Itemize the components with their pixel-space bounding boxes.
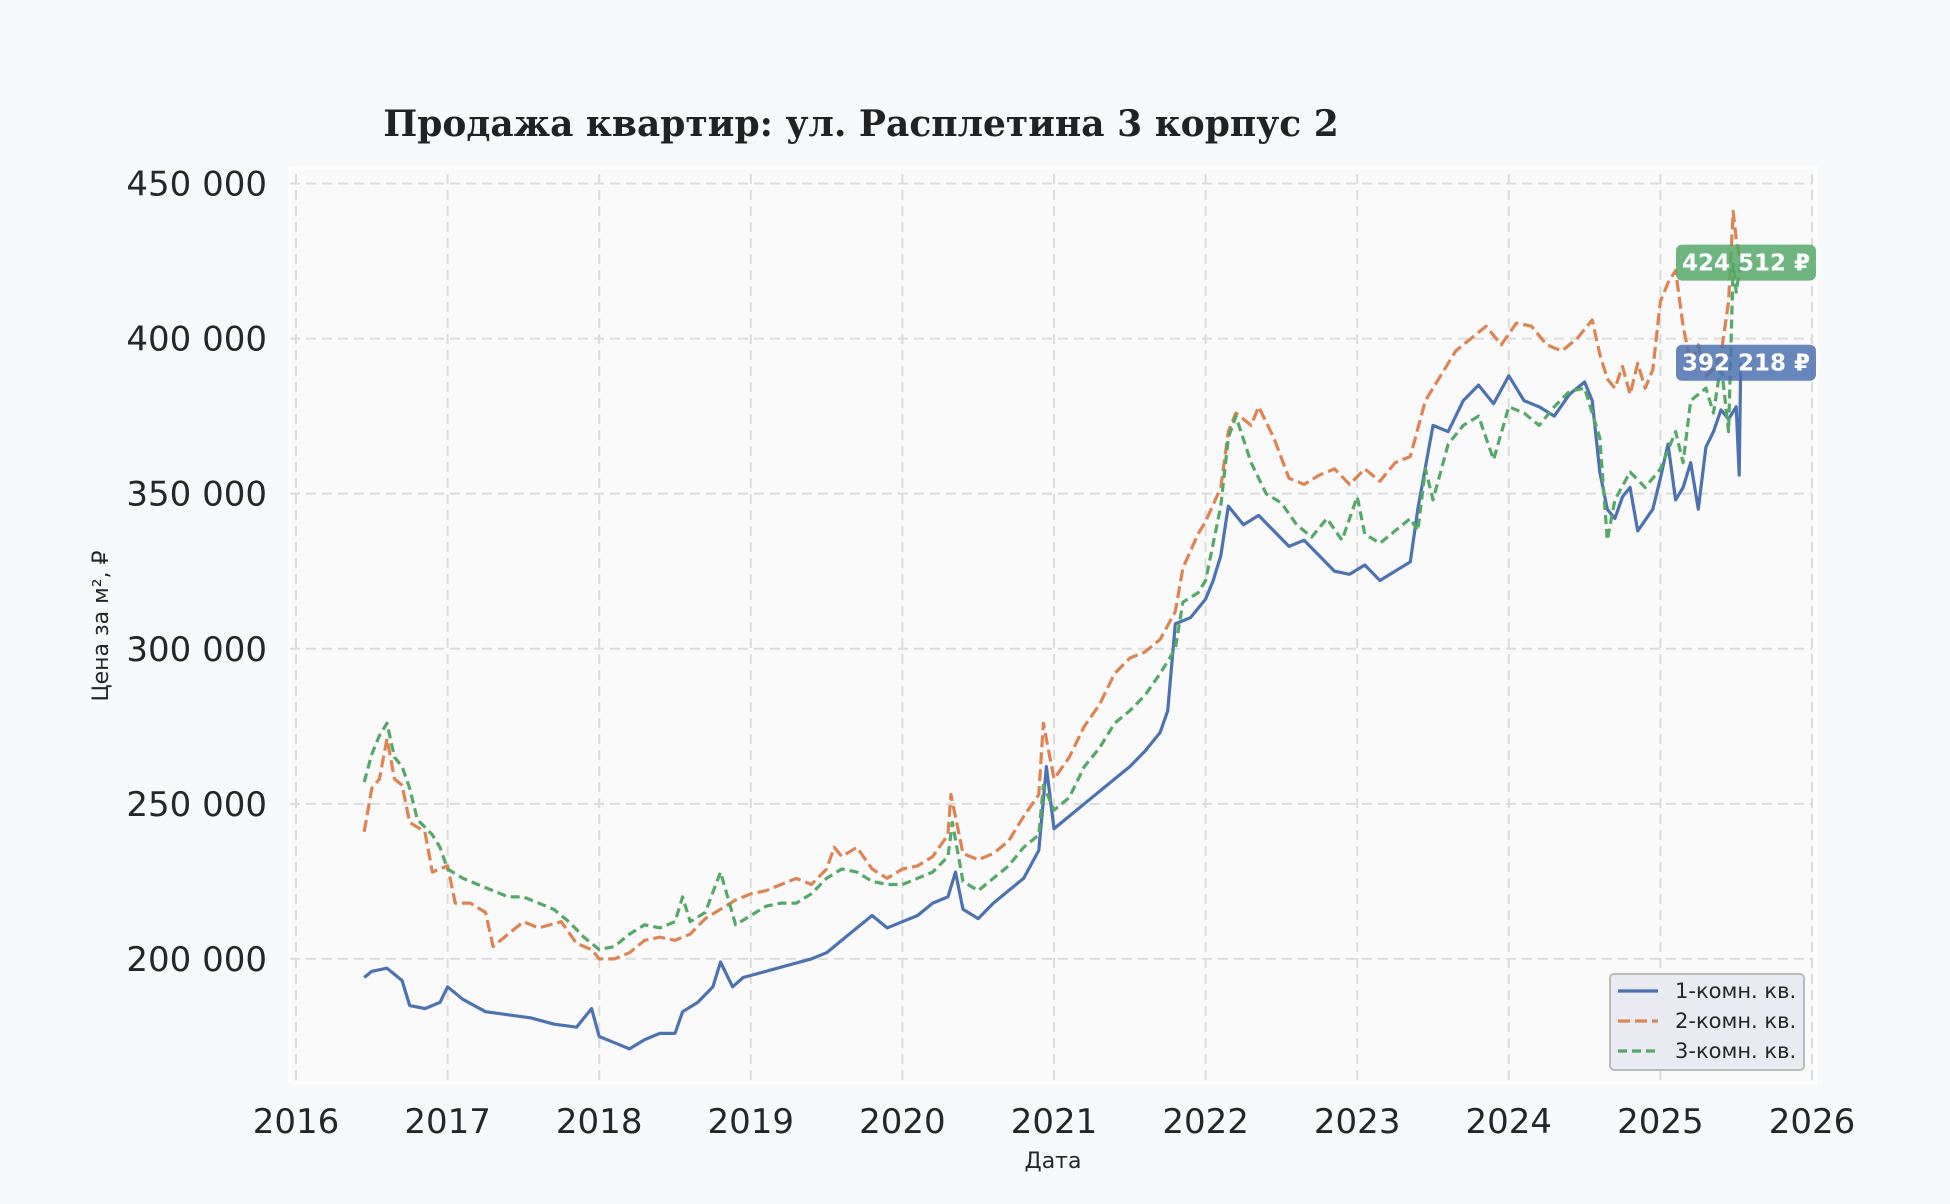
legend: 1-комн. кв. 2-комн. кв. 3-комн. кв. (1609, 973, 1805, 1071)
x-tick-label: 2022 (1162, 1102, 1249, 1142)
x-tick-label: 2016 (253, 1102, 340, 1142)
grid (290, 174, 1813, 1083)
legend-label-2: 2-комн. кв. (1675, 1009, 1796, 1033)
series-lines (362, 209, 1743, 1051)
x-tick-label: 2023 (1314, 1102, 1401, 1142)
legend-label-3: 3-комн. кв. (1675, 1039, 1796, 1063)
x-tick-label: 2026 (1769, 1102, 1856, 1142)
legend-box (1609, 973, 1805, 1071)
legend-label-1: 1-комн. кв. (1675, 979, 1796, 1003)
x-axis-label: Дата (1025, 1149, 1082, 1174)
x-tick-label: 2024 (1466, 1102, 1553, 1142)
y-tick-label: 400 000 (126, 320, 267, 360)
value-badge (1676, 344, 1816, 381)
x-tick-label: 2020 (859, 1102, 946, 1142)
x-tick-label: 2019 (708, 1102, 795, 1142)
value-badge-text: 424 512 ₽ (1682, 251, 1810, 277)
series-line-1 (363, 362, 1743, 1051)
x-tick-label: 2025 (1617, 1102, 1704, 1142)
x-tick-label: 2017 (404, 1102, 491, 1142)
chart-title: Продажа квартир: ул. Расплетина 3 корпус… (383, 103, 1339, 145)
y-tick-label: 200 000 (126, 940, 267, 980)
x-tick-label: 2018 (556, 1102, 643, 1142)
tick-labels: 2016 2017 2018 2019 2020 2021 2022 2023 2024 2025… (126, 165, 1855, 1142)
series-line-2 (362, 209, 1743, 961)
y-tick-label: 350 000 (126, 475, 267, 515)
value-badges: 424 512 ₽ 392 218 ₽ (1676, 244, 1816, 381)
y-tick-label: 450 000 (126, 165, 267, 205)
y-tick-label: 250 000 (126, 785, 267, 825)
y-tick-label: 300 000 (126, 630, 267, 670)
y-axis-label: Цена за м², ₽ (89, 550, 114, 701)
x-tick-label: 2021 (1011, 1102, 1098, 1142)
series-line-3 (362, 262, 1743, 952)
value-badge (1676, 244, 1816, 281)
value-badge-text: 392 218 ₽ (1682, 351, 1810, 377)
